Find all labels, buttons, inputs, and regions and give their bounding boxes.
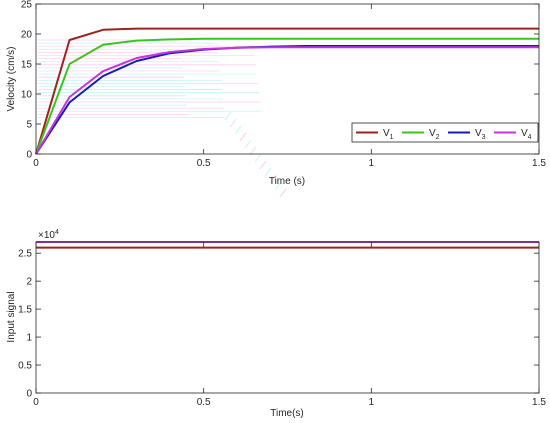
legend-label-1: V1 [383, 128, 394, 141]
legend: V1 V2 V3 V4 [351, 122, 539, 143]
y-axis-label: Velocity (cm/s) [6, 46, 17, 111]
x-tick-label: 1.5 [532, 397, 546, 408]
y-tick-label: 1 [26, 333, 32, 344]
series-line-2 [35, 37, 539, 155]
y-tick-label: 2 [26, 277, 32, 288]
y-tick-label: 5 [26, 120, 32, 131]
x-ticks: 0 0.5 1 1.5 [33, 242, 546, 408]
artifact-dash [224, 111, 232, 121]
y-tick-label: 2.5 [18, 249, 32, 260]
artifact-dash [254, 153, 262, 163]
x-tick-label: 0 [33, 397, 39, 408]
x-tick-label: 1.5 [532, 158, 546, 169]
y-tick-label: 15 [21, 60, 33, 71]
x-tick-label: 0 [33, 158, 39, 169]
axes-box [35, 3, 540, 155]
series-lines [35, 27, 539, 155]
velocity-plot: 0 0.5 1 1.5 0 5 10 15 20 25 Time (s) Velocity (c… [6, 0, 546, 198]
series-line-4 [35, 46, 539, 155]
artifact-dash [274, 181, 282, 191]
legend-box [351, 122, 539, 143]
y-tick-label: 10 [21, 90, 33, 101]
x-tick-label: 1 [369, 397, 375, 408]
series-line-1 [35, 27, 539, 155]
y-ticks: 0 5 10 15 20 25 [21, 0, 539, 161]
y-axis-label: Input signal [6, 291, 17, 342]
artifact-dash [229, 118, 237, 128]
legend-label-2: V2 [429, 128, 440, 141]
legend-label-3: V3 [475, 128, 486, 141]
x-ticks: 0 0.5 1 1.5 [33, 4, 546, 169]
input-signal-plot: 0 0.5 1 1.5 0 0.5 1 1.5 2 2.5 ×104 Time(s) Input… [6, 229, 546, 419]
y-tick-label: 25 [21, 0, 33, 11]
axes-box [35, 241, 540, 394]
y-tick-label: 0 [26, 389, 32, 400]
legend-label-4: V4 [521, 128, 532, 141]
artifact-dash [279, 188, 287, 198]
y-tick-label: 0.5 [18, 361, 32, 372]
artifact-dash [269, 174, 277, 184]
artifact-dash [244, 139, 252, 149]
x-tick-label: 0.5 [197, 397, 211, 408]
y-tick-label: 20 [21, 30, 33, 41]
y-ticks: 0 0.5 1 1.5 2 2.5 [18, 249, 539, 400]
plot-area [36, 242, 539, 393]
y-tick-label: 0 [26, 150, 32, 161]
y-exponent-label: ×104 [38, 229, 59, 241]
artifact-dash [234, 125, 242, 135]
artifact-dash [259, 160, 267, 170]
x-axis-label: Time (s) [269, 176, 305, 187]
x-tick-label: 0.5 [197, 158, 211, 169]
x-axis-label: Time(s) [270, 408, 304, 419]
y-tick-label: 1.5 [18, 305, 32, 316]
artifact-dash [264, 167, 272, 177]
artifact-dash [239, 132, 247, 142]
x-tick-label: 1 [369, 158, 375, 169]
